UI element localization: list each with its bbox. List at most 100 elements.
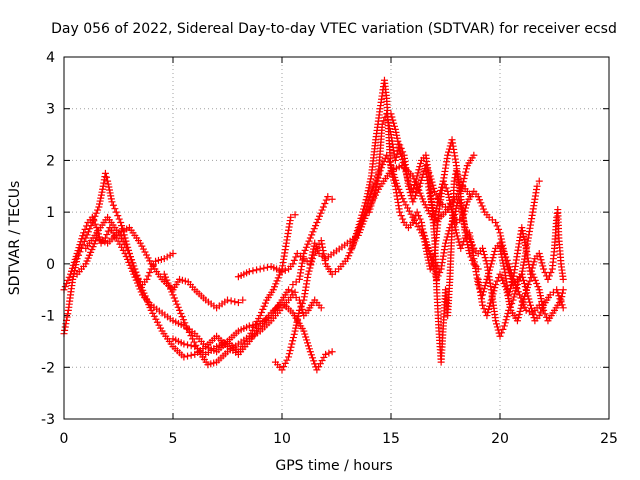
data-point — [149, 309, 157, 317]
data-point — [318, 243, 326, 251]
data-point — [317, 237, 325, 245]
data-point — [404, 174, 412, 182]
data-point — [496, 270, 504, 278]
data-point — [462, 165, 470, 173]
data-point — [497, 250, 505, 258]
data-point — [144, 272, 152, 280]
data-point — [373, 180, 381, 188]
data-point — [458, 209, 466, 217]
data-point — [105, 186, 113, 194]
data-point — [479, 288, 487, 296]
data-point — [304, 270, 312, 278]
data-point — [530, 258, 538, 266]
data-point — [541, 310, 549, 318]
data-point — [415, 212, 423, 220]
data-point — [397, 149, 405, 157]
data-point — [104, 180, 112, 188]
data-point — [372, 183, 380, 191]
data-point — [436, 268, 444, 276]
data-point — [281, 266, 289, 274]
data-point — [459, 215, 467, 223]
data-point — [347, 246, 355, 254]
data-point — [501, 319, 509, 327]
data-point — [146, 257, 154, 265]
data-point — [506, 285, 514, 293]
data-point — [518, 227, 526, 235]
data-point — [306, 348, 314, 356]
data-point — [394, 140, 402, 148]
data-point — [516, 291, 524, 299]
data-point — [535, 312, 543, 320]
data-point — [508, 272, 516, 280]
data-point — [433, 275, 441, 283]
data-point — [318, 240, 326, 248]
data-point — [320, 253, 328, 261]
data-point — [446, 199, 454, 207]
data-point — [94, 206, 102, 214]
data-point — [517, 294, 525, 302]
data-point — [70, 258, 78, 266]
data-point — [490, 251, 498, 259]
data-point — [256, 312, 264, 320]
data-point — [529, 261, 537, 269]
data-point — [81, 225, 89, 233]
data-point — [178, 313, 186, 321]
data-point — [483, 312, 491, 320]
data-point — [401, 165, 409, 173]
series-track-15 — [496, 206, 567, 299]
data-point — [416, 163, 424, 171]
data-point — [63, 313, 71, 321]
data-point — [533, 280, 541, 288]
data-point — [413, 172, 421, 180]
data-point — [493, 320, 501, 328]
data-point — [547, 268, 555, 276]
data-point — [308, 258, 316, 266]
data-point — [320, 250, 328, 258]
data-point — [499, 259, 507, 267]
data-point — [95, 203, 103, 211]
data-point — [545, 272, 553, 280]
data-point — [433, 201, 441, 209]
x-tick-label: 0 — [60, 431, 69, 447]
data-point — [124, 247, 132, 255]
data-point — [491, 284, 499, 292]
data-point — [445, 227, 453, 235]
data-point — [295, 306, 303, 314]
data-point — [112, 208, 120, 216]
data-point — [285, 353, 293, 361]
data-point — [245, 322, 253, 330]
data-point — [83, 222, 91, 230]
data-point — [309, 354, 317, 362]
data-point — [248, 326, 256, 334]
data-point — [98, 188, 106, 196]
data-point — [500, 262, 508, 270]
data-point — [249, 267, 257, 275]
data-point — [505, 291, 513, 299]
data-point — [431, 213, 439, 221]
data-point — [461, 224, 469, 232]
data-point — [539, 262, 547, 270]
data-point — [397, 212, 405, 220]
data-point — [311, 239, 319, 247]
data-point — [450, 217, 458, 225]
data-point — [352, 230, 360, 238]
data-point — [486, 302, 494, 310]
data-point — [512, 282, 520, 290]
data-point — [121, 234, 129, 242]
data-point — [122, 244, 130, 252]
data-point — [500, 250, 508, 258]
data-point — [187, 351, 195, 359]
data-point — [182, 322, 190, 330]
data-point — [180, 353, 188, 361]
data-point — [362, 196, 370, 204]
data-point — [443, 233, 451, 241]
data-point — [478, 202, 486, 210]
data-point — [116, 232, 124, 240]
data-point — [260, 302, 268, 310]
data-point — [346, 249, 354, 257]
data-point — [368, 199, 376, 207]
data-point — [558, 293, 566, 301]
data-point — [480, 251, 488, 259]
data-point — [441, 181, 449, 189]
data-point — [392, 128, 400, 136]
